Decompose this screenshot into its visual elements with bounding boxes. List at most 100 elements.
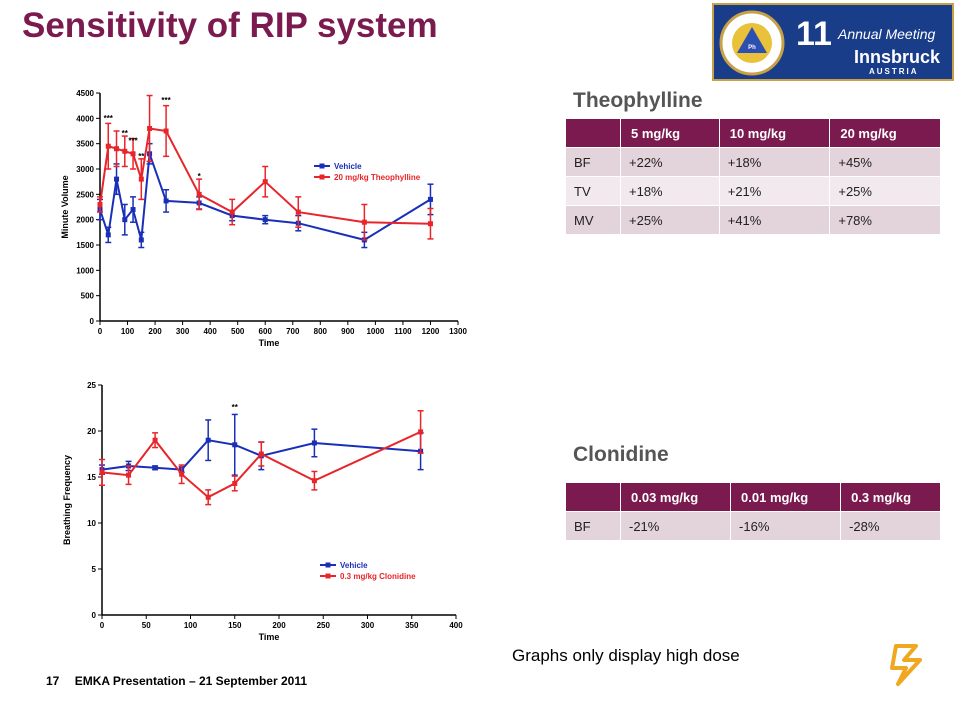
table-header-cell: 10 mg/kg — [718, 118, 831, 148]
series-line — [99, 153, 432, 241]
data-point — [295, 209, 301, 215]
table-row: TV +18% +21% +25% — [565, 176, 941, 206]
table-header-cell — [565, 118, 621, 148]
page-title: Sensitivity of RIP system — [22, 6, 438, 45]
theophylline-title: Theophylline — [573, 89, 703, 112]
significance-label: *** — [161, 96, 171, 105]
table-cell: BF — [565, 147, 621, 177]
y-tick-label: 2500 — [76, 190, 94, 199]
x-tick-label: 500 — [231, 327, 245, 336]
table-cell: +21% — [718, 176, 831, 206]
y-axis-label: Minute Volume — [60, 175, 70, 238]
table-header-row: 5 mg/kg 10 mg/kg 20 mg/kg — [565, 118, 941, 148]
significance-label: *** — [104, 114, 114, 123]
x-tick-label: 100 — [184, 621, 198, 630]
significance-label: *** — [128, 137, 138, 146]
y-tick-label: 20 — [87, 427, 96, 436]
legend-marker — [319, 174, 325, 180]
y-tick-label: 2000 — [76, 216, 94, 225]
data-point — [105, 232, 111, 238]
table-header-cell: 0.03 mg/kg — [619, 482, 732, 512]
legend-label: 20 mg/kg Theophylline — [334, 173, 421, 182]
table-cell: -16% — [730, 511, 842, 541]
significance-label: * — [198, 172, 202, 181]
footer-text: EMKA Presentation – 21 September 2011 — [74, 674, 308, 688]
y-tick-label: 3500 — [76, 140, 94, 149]
data-point — [311, 440, 317, 446]
data-point — [105, 143, 111, 149]
y-tick-label: 5 — [92, 565, 97, 574]
table-row: BF -21% -16% -28% — [565, 511, 941, 541]
x-tick-label: 300 — [176, 327, 190, 336]
y-tick-label: 25 — [87, 381, 96, 390]
x-tick-label: 0 — [98, 327, 103, 336]
x-tick-label: 700 — [286, 327, 300, 336]
data-point — [122, 148, 128, 154]
table-cell: MV — [565, 205, 621, 235]
data-point — [152, 465, 158, 471]
x-tick-label: 100 — [121, 327, 135, 336]
clonidine-title: Clonidine — [573, 443, 669, 466]
data-point — [232, 442, 238, 448]
data-point — [196, 191, 202, 197]
table-cell: +41% — [718, 205, 831, 235]
slide-number: 17 — [46, 674, 60, 688]
svg-text:AUSTRIA: AUSTRIA — [869, 67, 919, 76]
data-point — [152, 437, 158, 443]
theophylline-table: 5 mg/kg 10 mg/kg 20 mg/kg BF +22% +18% +… — [565, 118, 941, 235]
conference-banner: Ph 11 Annual Meeting Innsbruck AUSTRIA — [712, 3, 954, 81]
x-tick-label: 900 — [341, 327, 355, 336]
table-cell: -28% — [840, 511, 941, 541]
data-point — [205, 494, 211, 500]
svg-text:11: 11 — [796, 15, 832, 53]
y-tick-label: 15 — [87, 473, 96, 482]
x-tick-label: 400 — [449, 621, 463, 630]
data-point — [163, 198, 169, 204]
data-point — [427, 196, 433, 202]
company-logo-icon — [890, 644, 922, 686]
data-point — [418, 429, 424, 435]
y-axis-label: Breathing Frequency — [62, 455, 72, 545]
table-cell: +25% — [829, 176, 941, 206]
data-point — [427, 221, 433, 227]
footer: 17 EMKA Presentation – 21 September 2011 — [46, 674, 307, 688]
svg-text:Innsbruck: Innsbruck — [854, 47, 941, 67]
legend-marker — [325, 573, 331, 579]
data-point — [147, 125, 153, 131]
x-tick-label: 250 — [317, 621, 331, 630]
x-tick-label: 300 — [361, 621, 375, 630]
y-tick-label: 3000 — [76, 165, 94, 174]
x-tick-label: 350 — [405, 621, 419, 630]
svg-text:Ph: Ph — [748, 45, 756, 51]
data-point — [163, 128, 169, 134]
data-point — [126, 472, 132, 478]
data-point — [99, 469, 105, 475]
y-tick-label: 10 — [87, 519, 96, 528]
y-tick-label: 0 — [90, 317, 95, 326]
dose-note: Graphs only display high dose — [512, 646, 740, 665]
data-point — [122, 217, 128, 223]
x-tick-label: 600 — [259, 327, 273, 336]
significance-label: ** — [232, 403, 239, 412]
table-cell: -21% — [619, 511, 732, 541]
x-tick-label: 150 — [228, 621, 242, 630]
data-point — [138, 176, 144, 182]
data-point — [130, 151, 136, 157]
table-header-cell: 0.3 mg/kg — [840, 482, 941, 512]
x-axis-label: Time — [259, 338, 280, 348]
table-cell: +18% — [718, 147, 831, 177]
data-point — [97, 201, 103, 207]
x-tick-label: 400 — [203, 327, 217, 336]
x-tick-label: 800 — [314, 327, 328, 336]
y-tick-label: 4500 — [76, 89, 94, 98]
legend-marker — [319, 163, 325, 169]
x-tick-label: 200 — [272, 621, 286, 630]
data-point — [114, 176, 120, 182]
legend-label: Vehicle — [334, 162, 362, 171]
data-point — [130, 207, 136, 213]
y-tick-label: 1000 — [76, 266, 94, 275]
significance-label: ** — [138, 152, 145, 161]
table-row: MV +25% +41% +78% — [565, 205, 941, 235]
clonidine-table: 0.03 mg/kg 0.01 mg/kg 0.3 mg/kg BF -21% … — [565, 482, 941, 541]
table-cell: +22% — [620, 147, 720, 177]
